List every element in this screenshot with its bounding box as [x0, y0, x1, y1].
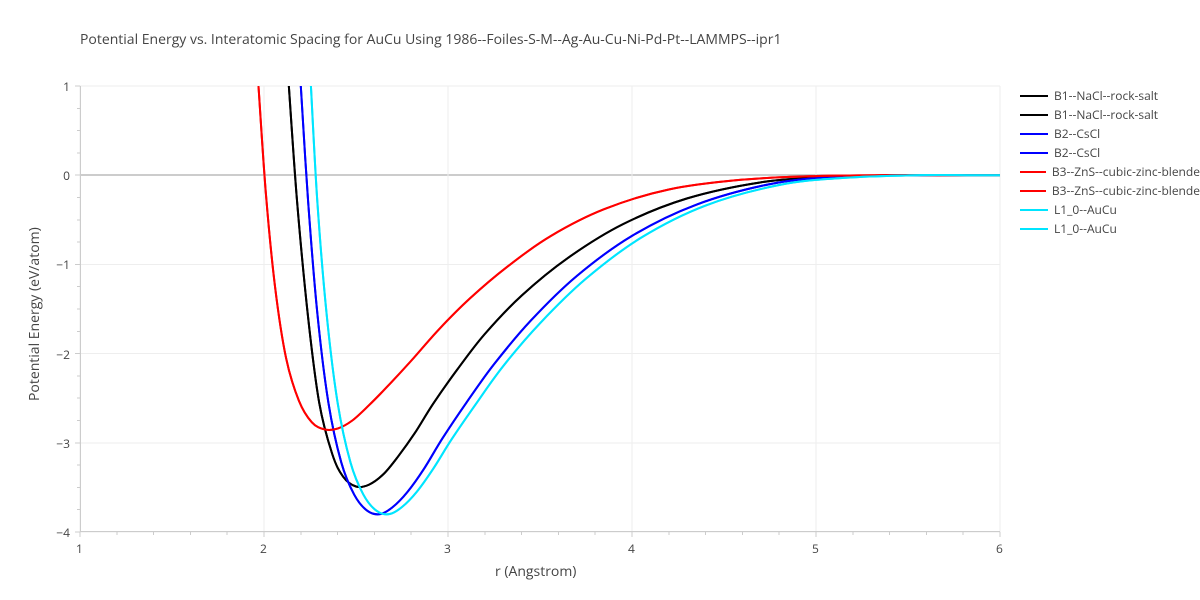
legend-item[interactable]: B2--CsCl [1020, 143, 1200, 162]
y-axis-label: Potential Energy (eV/atom) [25, 227, 44, 401]
legend-swatch [1020, 95, 1048, 97]
legend-label: B3--ZnS--cubic-zinc-blende [1052, 181, 1200, 200]
y-tick-label: −4 [56, 524, 70, 541]
y-tick-label: 0 [63, 167, 70, 184]
legend-label: B2--CsCl [1054, 124, 1100, 143]
legend-swatch [1020, 171, 1046, 173]
legend-label: L1_0--AuCu [1054, 219, 1117, 238]
series-line[interactable] [301, 86, 1000, 514]
chart-title: Potential Energy vs. Interatomic Spacing… [80, 30, 781, 49]
series-line[interactable] [258, 86, 1000, 430]
y-tick-label: −3 [56, 435, 70, 452]
legend-swatch [1020, 209, 1048, 211]
legend-label: L1_0--AuCu [1054, 200, 1117, 219]
series-line[interactable] [289, 86, 1000, 487]
y-tick-label: −1 [56, 256, 70, 273]
legend-item[interactable]: B3--ZnS--cubic-zinc-blende [1020, 162, 1200, 181]
plot-area[interactable] [80, 86, 1000, 532]
legend-swatch [1020, 228, 1048, 230]
series-line[interactable] [289, 86, 1000, 487]
series-line[interactable] [301, 86, 1000, 514]
legend-item[interactable]: B1--NaCl--rock-salt [1020, 105, 1200, 124]
legend-swatch [1020, 190, 1046, 192]
legend-label: B2--CsCl [1054, 143, 1100, 162]
legend-label: B1--NaCl--rock-salt [1054, 86, 1158, 105]
legend[interactable]: B1--NaCl--rock-saltB1--NaCl--rock-saltB2… [1020, 86, 1200, 238]
legend-label: B3--ZnS--cubic-zinc-blende [1052, 162, 1200, 181]
legend-swatch [1020, 133, 1048, 135]
legend-item[interactable]: B2--CsCl [1020, 124, 1200, 143]
series-line[interactable] [311, 86, 1000, 514]
legend-item[interactable]: L1_0--AuCu [1020, 219, 1200, 238]
x-tick-label: 6 [996, 540, 1003, 557]
y-tick-label: −2 [56, 346, 70, 363]
legend-swatch [1020, 114, 1048, 116]
chart-container: Potential Energy vs. Interatomic Spacing… [0, 0, 1200, 600]
legend-label: B1--NaCl--rock-salt [1054, 105, 1158, 124]
x-axis-label: r (Angstrom) [495, 562, 576, 581]
x-tick-label: 5 [812, 540, 819, 557]
legend-swatch [1020, 152, 1048, 154]
x-tick-label: 4 [628, 540, 635, 557]
series-line[interactable] [311, 86, 1000, 514]
y-tick-label: 1 [63, 78, 70, 95]
legend-item[interactable]: B1--NaCl--rock-salt [1020, 86, 1200, 105]
series-line[interactable] [258, 86, 1000, 430]
x-tick-label: 2 [260, 540, 267, 557]
x-tick-label: 3 [444, 540, 451, 557]
legend-item[interactable]: B3--ZnS--cubic-zinc-blende [1020, 181, 1200, 200]
x-tick-label: 1 [76, 540, 83, 557]
legend-item[interactable]: L1_0--AuCu [1020, 200, 1200, 219]
